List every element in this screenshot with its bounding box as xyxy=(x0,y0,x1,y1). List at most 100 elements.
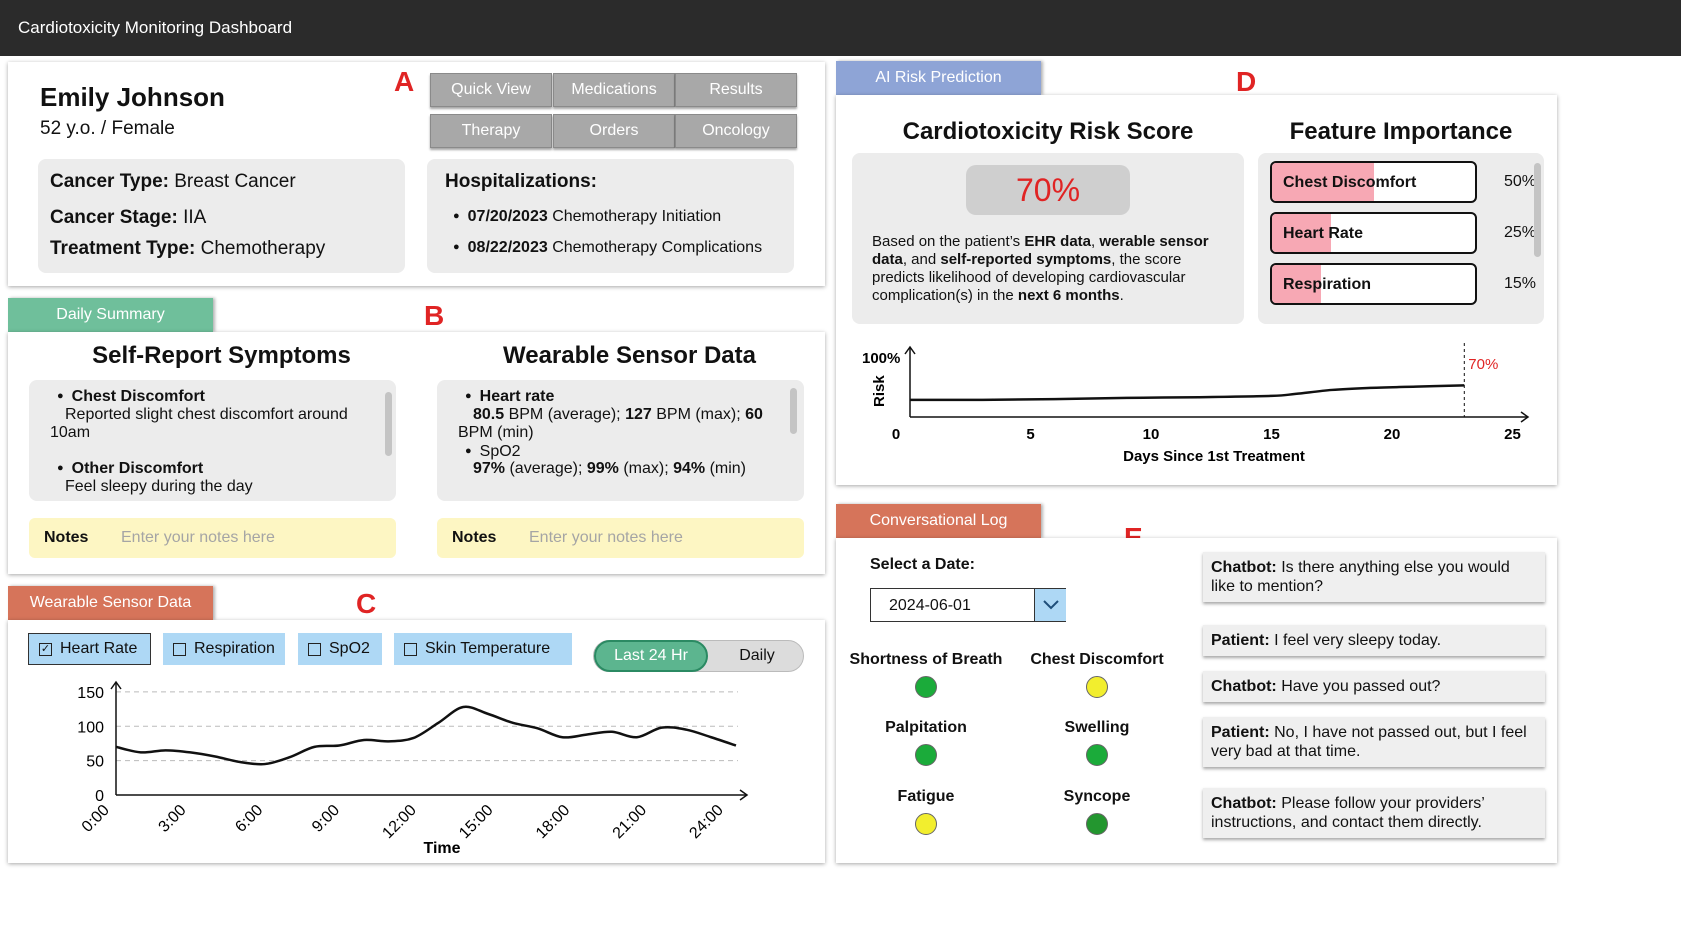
notes-label: Notes xyxy=(44,529,89,546)
hr-avg: 80.5 xyxy=(473,406,505,423)
chat-log[interactable]: Chatbot: Is there anything else you woul… xyxy=(1203,552,1548,857)
hospitalization-item: 08/22/2023 Chemotherapy Complications xyxy=(453,239,762,257)
sensor-chart-panel: ✓ Heart Rate Respiration SpO2 Skin Temper… xyxy=(8,620,825,863)
sensor-notes-input[interactable] xyxy=(529,524,789,552)
desc-sensor: werable sensor data xyxy=(872,233,1209,268)
hr-min-unit: BPM (min) xyxy=(458,424,534,441)
date-select[interactable]: 2024-06-01 xyxy=(870,588,1066,622)
desc-symptoms: self-reported symptoms xyxy=(940,251,1112,268)
hospitalization-event: Chemotherapy Complications xyxy=(552,239,763,256)
hr-avg-unit: BPM (average); xyxy=(504,406,626,423)
risk-score-title: Cardiotoxicity Risk Score xyxy=(902,118,1194,145)
feature-bar: Respiration xyxy=(1270,263,1477,305)
treatment-type-label: Treatment Type: xyxy=(50,238,196,259)
heart-rate-chart: 0 50 100 150 0:00 3:00 6:00 9:00 12:00 15:00 18:00… xyxy=(77,680,749,857)
marker-a: A xyxy=(394,66,415,97)
spo2-checkbox[interactable]: SpO2 xyxy=(298,633,382,665)
spo2-avg: 97% xyxy=(473,460,506,477)
spo2-min: 94% xyxy=(673,460,706,477)
status-indicator xyxy=(1086,676,1108,698)
hospitalizations-box: Hospitalizations: 07/20/2023 Chemotherap… xyxy=(427,159,794,273)
tab-ai-risk-prediction[interactable]: AI Risk Prediction xyxy=(836,61,1041,95)
symptoms-list[interactable]: Chest Discomfort Reported slight chest d… xyxy=(29,380,396,501)
tab-conversational-log[interactable]: Conversational Log xyxy=(836,504,1041,538)
results-button[interactable]: Results xyxy=(675,73,797,107)
chevron-down-icon[interactable] xyxy=(1034,589,1066,621)
cancer-stage-row: Cancer Stage: IIA xyxy=(50,207,206,229)
respiration-checkbox[interactable]: Respiration xyxy=(163,633,285,665)
hospitalization-date: 07/20/2023 xyxy=(467,208,548,225)
symptoms-scrollbar[interactable] xyxy=(385,392,392,456)
chat-message: Patient: I feel very sleepy today. xyxy=(1203,625,1545,656)
hr-max: 127 xyxy=(625,406,652,423)
x-tick-label: 20 xyxy=(1384,426,1401,443)
orders-button[interactable]: Orders xyxy=(553,114,675,148)
medications-button[interactable]: Medications xyxy=(553,73,675,107)
chat-speaker: Chatbot: xyxy=(1211,559,1277,576)
status-indicator xyxy=(1086,744,1108,766)
status-indicator xyxy=(915,676,937,698)
x-axis-arrow xyxy=(739,789,749,801)
y-axis-arrow xyxy=(110,680,122,690)
desc-text: , and xyxy=(902,251,941,268)
desc-text: . xyxy=(1119,287,1124,304)
tab-wearable-sensor-data[interactable]: Wearable Sensor Data xyxy=(8,586,213,620)
feature-pct: 50% xyxy=(1504,173,1537,190)
sensor-summary-list[interactable]: Heart rate 80.5 BPM (average); 127 BPM (… xyxy=(437,380,804,501)
status-indicator xyxy=(915,813,937,835)
x-tick-label: 3:00 xyxy=(156,802,190,836)
feature-pct: 15% xyxy=(1504,275,1537,292)
quick-view-button[interactable]: Quick View xyxy=(430,73,552,107)
time-range-toggle[interactable]: Last 24 Hr Daily xyxy=(593,640,804,672)
desc-text: Based on the patient’s xyxy=(872,233,1025,250)
checkbox-icon xyxy=(308,642,321,656)
conversation-panel: Select a Date: 2024-06-01 Shortness of B… xyxy=(836,538,1557,863)
chat-message: Patient: No, I have not passed out, but … xyxy=(1203,717,1545,767)
daily-option[interactable]: Daily xyxy=(739,647,775,664)
tab-daily-summary[interactable]: Daily Summary xyxy=(8,298,213,332)
treatment-type-row: Treatment Type: Chemotherapy xyxy=(50,238,325,260)
x-tick-label: 18:00 xyxy=(533,802,573,842)
y-axis-title: Risk xyxy=(871,375,888,407)
desc-horizon: next 6 months xyxy=(1017,287,1120,304)
title-bar: Cardiotoxicity Monitoring Dashboard xyxy=(0,0,1681,56)
symptom-text: Feel sleepy during the day xyxy=(65,478,253,495)
chat-speaker: Patient: xyxy=(1211,632,1270,649)
heart-rate-line xyxy=(115,705,737,766)
last-24hr-option[interactable]: Last 24 Hr xyxy=(594,640,708,672)
metric-label: Respiration xyxy=(194,640,275,657)
spo2-values: 97% (average); 99% (max); 94% (min) xyxy=(473,460,746,478)
symptoms-notes-input[interactable] xyxy=(121,524,381,552)
skin-temperature-checkbox[interactable]: Skin Temperature xyxy=(394,633,572,665)
sensor-name: Heart rate xyxy=(465,388,555,406)
chat-text: I feel very sleepy today. xyxy=(1269,632,1442,649)
heart-rate-checkbox[interactable]: ✓ Heart Rate xyxy=(28,633,151,665)
app-title: Cardiotoxicity Monitoring Dashboard xyxy=(18,18,293,37)
hr-max-unit: BPM (max); xyxy=(651,406,746,423)
therapy-button[interactable]: Therapy xyxy=(430,114,552,148)
risk-trend-chart: 100% Risk 0 5 10 15 20 25 Days Since 1st Treatme… xyxy=(862,343,1530,465)
select-date-label: Select a Date: xyxy=(870,556,975,573)
risk-score-value: 70% xyxy=(966,165,1130,215)
chat-message: Chatbot: Have you passed out? xyxy=(1203,671,1545,702)
cancer-type-row: Cancer Type: Breast Cancer xyxy=(50,171,296,193)
chat-text: Is there anything else you would like to… xyxy=(1211,559,1510,595)
status-indicator xyxy=(915,744,937,766)
oncology-button[interactable]: Oncology xyxy=(675,114,797,148)
x-axis-arrow xyxy=(1520,411,1530,423)
x-tick-label: 6:00 xyxy=(232,802,266,836)
date-value: 2024-06-01 xyxy=(889,597,971,614)
sensor-data-title: Wearable Sensor Data xyxy=(503,342,756,369)
feature-label: Chest Discomfort xyxy=(1283,174,1417,191)
feature-scrollbar[interactable] xyxy=(1534,163,1541,257)
x-tick-label: 0 xyxy=(892,426,900,443)
feature-label: Respiration xyxy=(1283,276,1372,293)
cancer-stage-label: Cancer Stage: xyxy=(50,207,178,228)
symptom-label: Swelling xyxy=(1064,719,1130,736)
y-tick-label: 50 xyxy=(86,754,104,771)
x-tick-label: 5 xyxy=(1026,426,1034,443)
y-tick-label: 150 xyxy=(77,685,104,702)
sensor-scrollbar[interactable] xyxy=(790,388,797,434)
metric-label: Skin Temperature xyxy=(425,640,551,657)
feature-fill xyxy=(1272,163,1374,201)
